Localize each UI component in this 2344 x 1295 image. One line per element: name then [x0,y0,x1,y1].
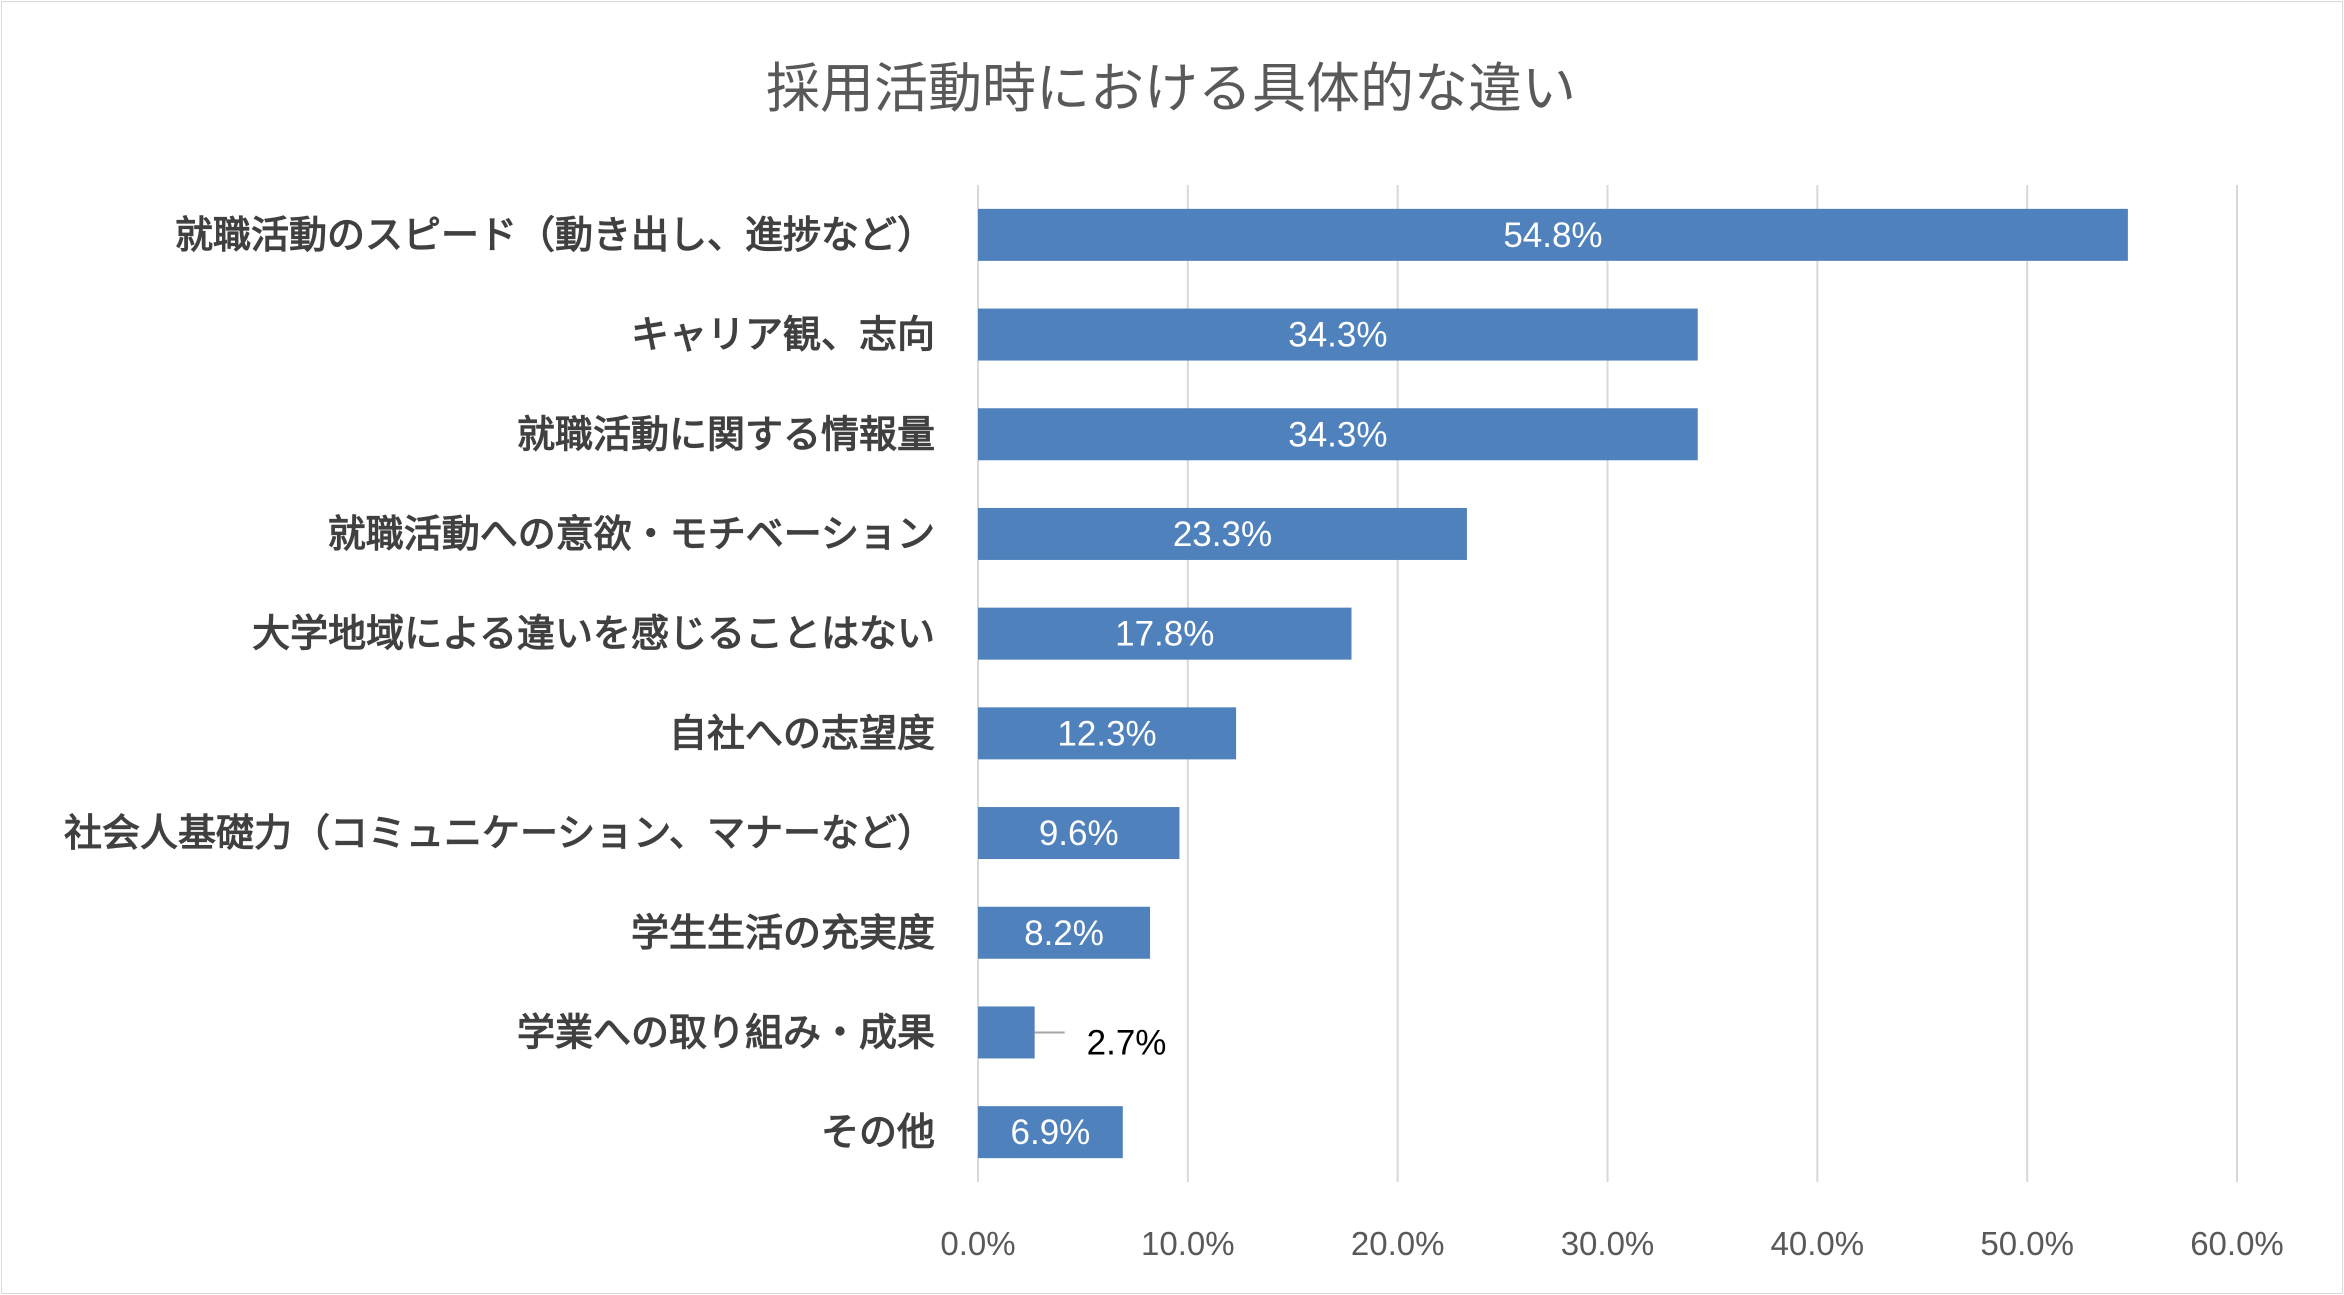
chart-title: 採用活動時における具体的な違い [766,57,1576,120]
category-label: 学業への取り組み・成果 [517,1010,935,1054]
data-label: 54.8% [1503,216,1602,255]
bar [978,408,1698,461]
category-labels: 就職活動のスピード（動き出し、進捗など） キャリア観、志向就職活動に関する情報量就… [64,213,935,1154]
bar [978,507,1467,560]
bar [978,1006,1035,1059]
data-label: 34.3% [1288,415,1387,454]
data-label: 17.8% [1115,615,1214,654]
data-labels: 54.8% 34.3% 34.3% 23.3% 17.8% 12.3% 9.6% 8.2% 2.… [1011,216,1603,1152]
category-label: 学生生活の充実度 [631,911,935,955]
category-label: 社会人基礎力（コミュニケーション、マナーなど） [64,811,935,855]
x-tick-label: 0.0% [940,1225,1015,1262]
category-label: 自社への志望度 [669,711,935,755]
bar [978,1106,1123,1159]
data-label: 2.7% [1087,1023,1167,1062]
x-tick-label: 30.0% [1561,1225,1655,1262]
bar [978,807,1180,860]
bar [978,906,1151,959]
bar [978,308,1698,361]
data-label: 23.3% [1173,515,1272,554]
data-label: 34.3% [1288,316,1387,355]
x-tick-labels: 0.0% 10.0% 20.0% 30.0% 40.0% 50.0% 60.0% [940,1225,2283,1262]
data-label: 12.3% [1057,714,1156,753]
category-label: 就職活動のスピード（動き出し、進捗など） [175,213,935,257]
x-tick-label: 10.0% [1141,1225,1235,1262]
data-label: 9.6% [1039,814,1119,853]
data-label: 6.9% [1011,1113,1091,1152]
x-tick-label: 50.0% [1980,1225,2074,1262]
bar [978,607,1352,660]
category-label: その他 [821,1110,935,1154]
category-label: 就職活動に関する情報量 [517,412,935,456]
bar [978,707,1237,760]
x-tick-label: 60.0% [2190,1225,2284,1262]
bar [978,208,2128,261]
x-tick-label: 20.0% [1351,1225,1445,1262]
category-label: 就職活動への意欲・モチベーション [328,512,935,556]
x-tick-label: 40.0% [1771,1225,1865,1262]
data-label: 8.2% [1024,914,1104,953]
category-label: 大学地域による違いを感じることはない [252,612,935,656]
category-label: キャリア観、志向 [631,313,935,357]
bars [978,208,2128,1159]
